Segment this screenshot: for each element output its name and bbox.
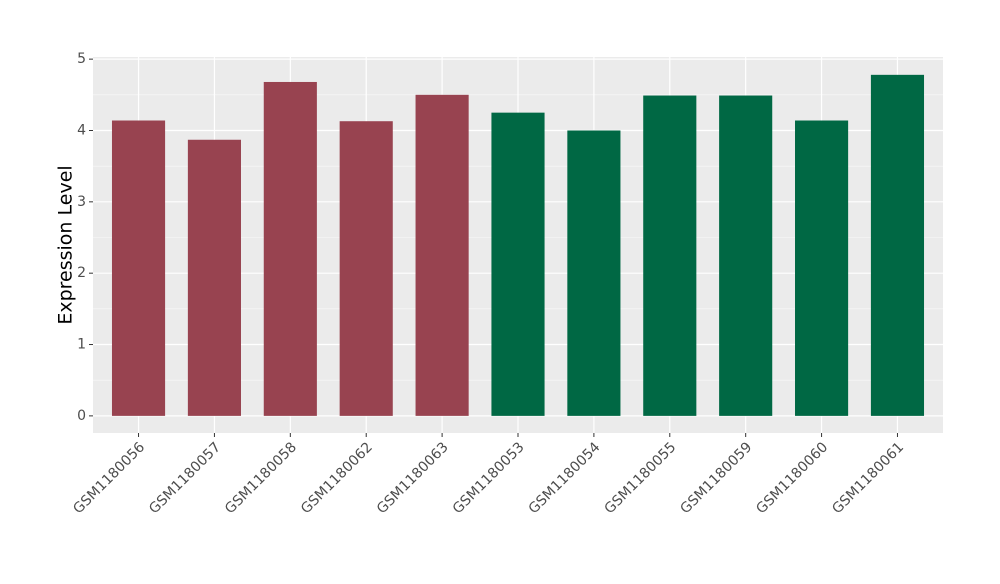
y-tick-label: 5 <box>77 51 86 67</box>
bar <box>643 95 697 416</box>
x-tick-label: GSM1180058 <box>222 439 300 517</box>
y-tick-label: 0 <box>77 408 86 424</box>
bar <box>719 95 773 416</box>
bar <box>187 139 241 416</box>
bar <box>567 130 621 416</box>
bar <box>491 112 545 416</box>
x-tick-label: GSM1180061 <box>829 439 907 517</box>
bar <box>415 94 469 416</box>
y-tick-label: 3 <box>77 194 86 210</box>
x-tick-label: GSM1180063 <box>374 439 452 517</box>
x-tick-label: GSM1180053 <box>450 439 528 517</box>
y-axis-label: Expression Level <box>55 165 77 324</box>
x-tick-label: GSM1180056 <box>70 439 148 517</box>
bar <box>870 74 925 416</box>
x-tick-label: GSM1180054 <box>526 439 604 517</box>
y-tick-label: 2 <box>77 265 86 281</box>
x-tick-label: GSM1180057 <box>146 439 224 517</box>
bar <box>111 120 166 416</box>
y-tick-label: 1 <box>77 337 86 353</box>
x-tick-label: GSM1180062 <box>298 439 376 517</box>
x-tick-label: GSM1180060 <box>753 439 831 517</box>
bar <box>263 81 317 416</box>
bar <box>339 121 393 416</box>
x-tick-label: GSM1180059 <box>677 439 755 517</box>
bar <box>795 120 849 416</box>
y-tick-label: 4 <box>77 122 86 138</box>
x-tick-label: GSM1180055 <box>602 439 680 517</box>
